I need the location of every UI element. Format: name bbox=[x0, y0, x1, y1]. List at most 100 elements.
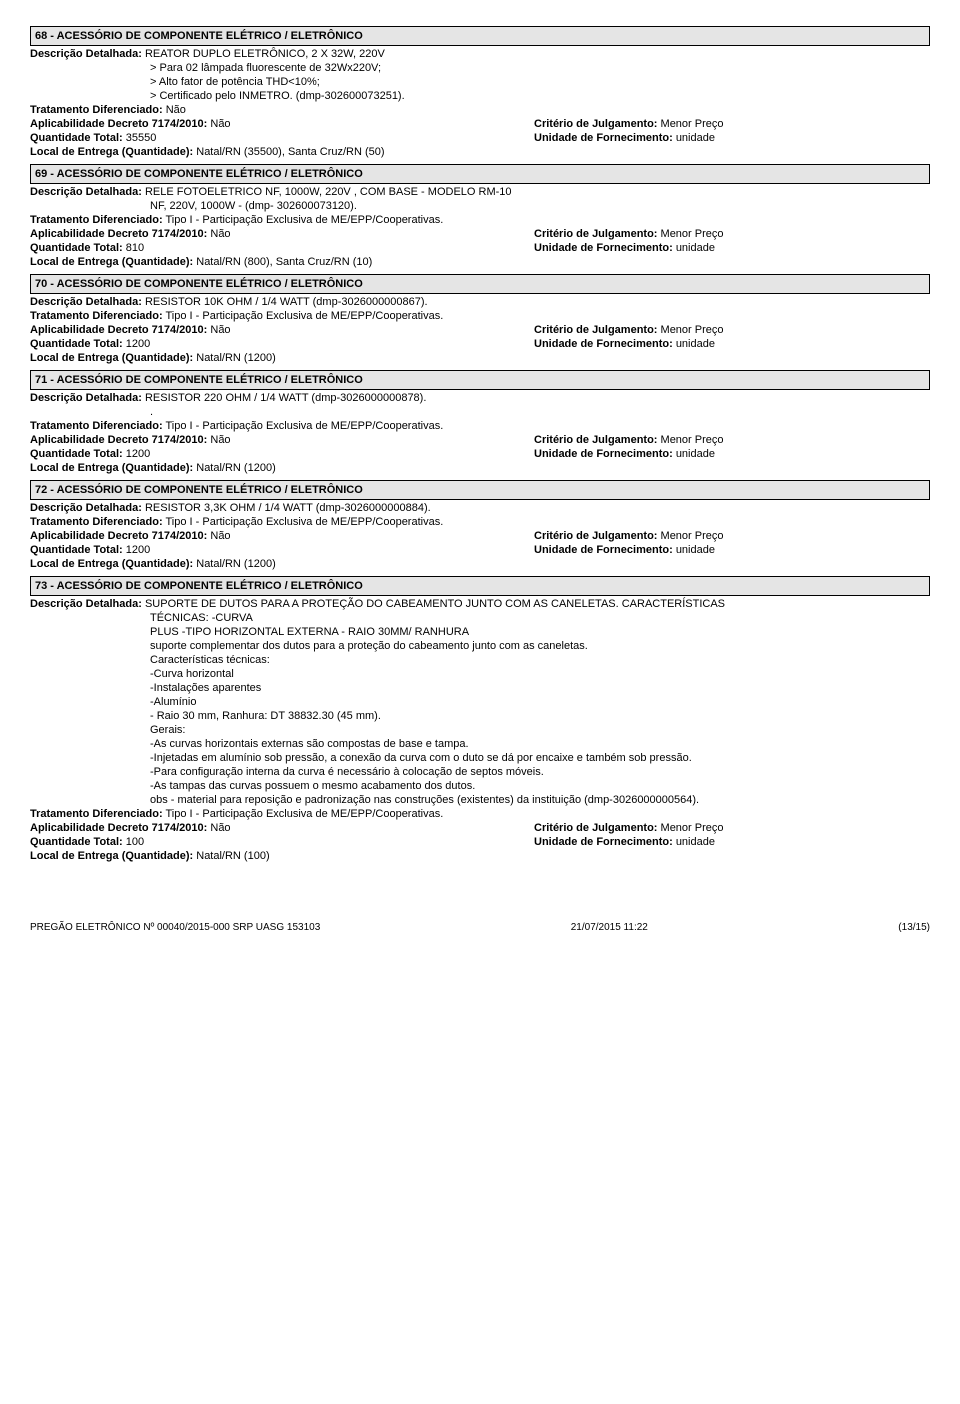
qty-value: 100 bbox=[126, 836, 144, 848]
crit-label: Critério de Julgamento: bbox=[534, 324, 657, 336]
crit-value: Menor Preço bbox=[661, 118, 724, 130]
local-label: Local de Entrega (Quantidade): bbox=[30, 558, 193, 570]
local-label: Local de Entrega (Quantidade): bbox=[30, 146, 193, 158]
tratamento-label: Tratamento Diferenciado: bbox=[30, 516, 163, 528]
aplic-col: Aplicabilidade Decreto 7174/2010: Não bbox=[30, 530, 534, 542]
aplic-value: Não bbox=[210, 324, 230, 336]
qty-value: 1200 bbox=[126, 338, 150, 350]
descricao-line: Descrição Detalhada: REATOR DUPLO ELETRÔ… bbox=[30, 48, 930, 60]
tratamento-value: Tipo I - Participação Exclusiva de ME/EP… bbox=[166, 420, 444, 432]
aplic-col: Aplicabilidade Decreto 7174/2010: Não bbox=[30, 434, 534, 446]
qty-value: 1200 bbox=[126, 448, 150, 460]
aplic-crit-row: Aplicabilidade Decreto 7174/2010: NãoCri… bbox=[30, 228, 930, 240]
crit-col: Critério de Julgamento: Menor Preço bbox=[534, 434, 930, 446]
aplic-col: Aplicabilidade Decreto 7174/2010: Não bbox=[30, 822, 534, 834]
qty-col: Quantidade Total: 810 bbox=[30, 242, 534, 254]
aplic-value: Não bbox=[210, 434, 230, 446]
crit-label: Critério de Julgamento: bbox=[534, 118, 657, 130]
qty-value: 1200 bbox=[126, 544, 150, 556]
qty-unid-row: Quantidade Total: 35550Unidade de Fornec… bbox=[30, 132, 930, 144]
page-footer: PREGÃO ELETRÔNICO Nº 00040/2015-000 SRP … bbox=[30, 922, 930, 933]
descricao-line: Descrição Detalhada: RESISTOR 3,3K OHM /… bbox=[30, 502, 930, 514]
qty-unid-row: Quantidade Total: 1200Unidade de Forneci… bbox=[30, 338, 930, 350]
item-header: 71 - ACESSÓRIO DE COMPONENTE ELÉTRICO / … bbox=[30, 370, 930, 390]
local-value: Natal/RN (800), Santa Cruz/RN (10) bbox=[196, 256, 372, 268]
qty-col: Quantidade Total: 100 bbox=[30, 836, 534, 848]
unid-value: unidade bbox=[676, 448, 715, 460]
unid-label: Unidade de Fornecimento: bbox=[534, 836, 673, 848]
local-line: Local de Entrega (Quantidade): Natal/RN … bbox=[30, 146, 930, 158]
tratamento-label: Tratamento Diferenciado: bbox=[30, 808, 163, 820]
unid-label: Unidade de Fornecimento: bbox=[534, 242, 673, 254]
crit-label: Critério de Julgamento: bbox=[534, 822, 657, 834]
local-label: Local de Entrega (Quantidade): bbox=[30, 462, 193, 474]
aplic-value: Não bbox=[210, 530, 230, 542]
local-line: Local de Entrega (Quantidade): Natal/RN … bbox=[30, 256, 930, 268]
crit-value: Menor Preço bbox=[661, 324, 724, 336]
descricao-extra-line: -Para configuração interna da curva é ne… bbox=[150, 766, 930, 778]
descricao-first: REATOR DUPLO ELETRÔNICO, 2 X 32W, 220V bbox=[145, 48, 385, 60]
local-value: Natal/RN (100) bbox=[196, 850, 269, 862]
descricao-label: Descrição Detalhada: bbox=[30, 186, 142, 198]
crit-label: Critério de Julgamento: bbox=[534, 530, 657, 542]
local-line: Local de Entrega (Quantidade): Natal/RN … bbox=[30, 462, 930, 474]
descricao-extra-line: -Injetadas em alumínio sob pressão, a co… bbox=[150, 752, 930, 764]
tratamento-label: Tratamento Diferenciado: bbox=[30, 310, 163, 322]
item-header: 68 - ACESSÓRIO DE COMPONENTE ELÉTRICO / … bbox=[30, 26, 930, 46]
unid-col: Unidade de Fornecimento: unidade bbox=[534, 448, 930, 460]
descricao-line: Descrição Detalhada: RELE FOTOELETRICO N… bbox=[30, 186, 930, 198]
tratamento-value: Tipo I - Participação Exclusiva de ME/EP… bbox=[166, 214, 444, 226]
qty-unid-row: Quantidade Total: 1200Unidade de Forneci… bbox=[30, 448, 930, 460]
descricao-label: Descrição Detalhada: bbox=[30, 296, 142, 308]
qty-label: Quantidade Total: bbox=[30, 338, 123, 350]
footer-center: 21/07/2015 11:22 bbox=[571, 922, 648, 933]
aplic-col: Aplicabilidade Decreto 7174/2010: Não bbox=[30, 324, 534, 336]
qty-label: Quantidade Total: bbox=[30, 544, 123, 556]
crit-value: Menor Preço bbox=[661, 434, 724, 446]
item-header: 70 - ACESSÓRIO DE COMPONENTE ELÉTRICO / … bbox=[30, 274, 930, 294]
item-header: 72 - ACESSÓRIO DE COMPONENTE ELÉTRICO / … bbox=[30, 480, 930, 500]
item-header: 73 - ACESSÓRIO DE COMPONENTE ELÉTRICO / … bbox=[30, 576, 930, 596]
tratamento-value: Tipo I - Participação Exclusiva de ME/EP… bbox=[166, 310, 444, 322]
aplic-crit-row: Aplicabilidade Decreto 7174/2010: NãoCri… bbox=[30, 324, 930, 336]
aplic-value: Não bbox=[210, 822, 230, 834]
local-value: Natal/RN (1200) bbox=[196, 558, 275, 570]
unid-value: unidade bbox=[676, 338, 715, 350]
crit-label: Critério de Julgamento: bbox=[534, 228, 657, 240]
crit-col: Critério de Julgamento: Menor Preço bbox=[534, 118, 930, 130]
descricao-extra-line: -As curvas horizontais externas são comp… bbox=[150, 738, 930, 750]
qty-col: Quantidade Total: 1200 bbox=[30, 448, 534, 460]
aplic-col: Aplicabilidade Decreto 7174/2010: Não bbox=[30, 228, 534, 240]
unid-value: unidade bbox=[676, 836, 715, 848]
item-block: 73 - ACESSÓRIO DE COMPONENTE ELÉTRICO / … bbox=[30, 576, 930, 862]
local-label: Local de Entrega (Quantidade): bbox=[30, 256, 193, 268]
unid-value: unidade bbox=[676, 242, 715, 254]
item-header: 69 - ACESSÓRIO DE COMPONENTE ELÉTRICO / … bbox=[30, 164, 930, 184]
crit-col: Critério de Julgamento: Menor Preço bbox=[534, 822, 930, 834]
aplic-value: Não bbox=[210, 118, 230, 130]
tratamento-value: Tipo I - Participação Exclusiva de ME/EP… bbox=[166, 808, 444, 820]
unid-col: Unidade de Fornecimento: unidade bbox=[534, 242, 930, 254]
local-value: Natal/RN (35500), Santa Cruz/RN (50) bbox=[196, 146, 384, 158]
descricao-label: Descrição Detalhada: bbox=[30, 598, 142, 610]
descricao-first: RESISTOR 10K OHM / 1/4 WATT (dmp-3026000… bbox=[145, 296, 428, 308]
tratamento-value: Não bbox=[166, 104, 186, 116]
crit-label: Critério de Julgamento: bbox=[534, 434, 657, 446]
aplic-col: Aplicabilidade Decreto 7174/2010: Não bbox=[30, 118, 534, 130]
descricao-extra-line: Características técnicas: bbox=[150, 654, 930, 666]
item-block: 70 - ACESSÓRIO DE COMPONENTE ELÉTRICO / … bbox=[30, 274, 930, 364]
item-block: 71 - ACESSÓRIO DE COMPONENTE ELÉTRICO / … bbox=[30, 370, 930, 474]
tratamento-line: Tratamento Diferenciado: Tipo I - Partic… bbox=[30, 420, 930, 432]
qty-unid-row: Quantidade Total: 810Unidade de Fornecim… bbox=[30, 242, 930, 254]
aplic-label: Aplicabilidade Decreto 7174/2010: bbox=[30, 228, 207, 240]
item-block: 68 - ACESSÓRIO DE COMPONENTE ELÉTRICO / … bbox=[30, 26, 930, 158]
unid-value: unidade bbox=[676, 132, 715, 144]
local-value: Natal/RN (1200) bbox=[196, 462, 275, 474]
aplic-label: Aplicabilidade Decreto 7174/2010: bbox=[30, 822, 207, 834]
footer-left: PREGÃO ELETRÔNICO Nº 00040/2015-000 SRP … bbox=[30, 922, 320, 933]
tratamento-label: Tratamento Diferenciado: bbox=[30, 420, 163, 432]
qty-unid-row: Quantidade Total: 100Unidade de Fornecim… bbox=[30, 836, 930, 848]
crit-value: Menor Preço bbox=[661, 822, 724, 834]
aplic-label: Aplicabilidade Decreto 7174/2010: bbox=[30, 118, 207, 130]
crit-value: Menor Preço bbox=[661, 228, 724, 240]
